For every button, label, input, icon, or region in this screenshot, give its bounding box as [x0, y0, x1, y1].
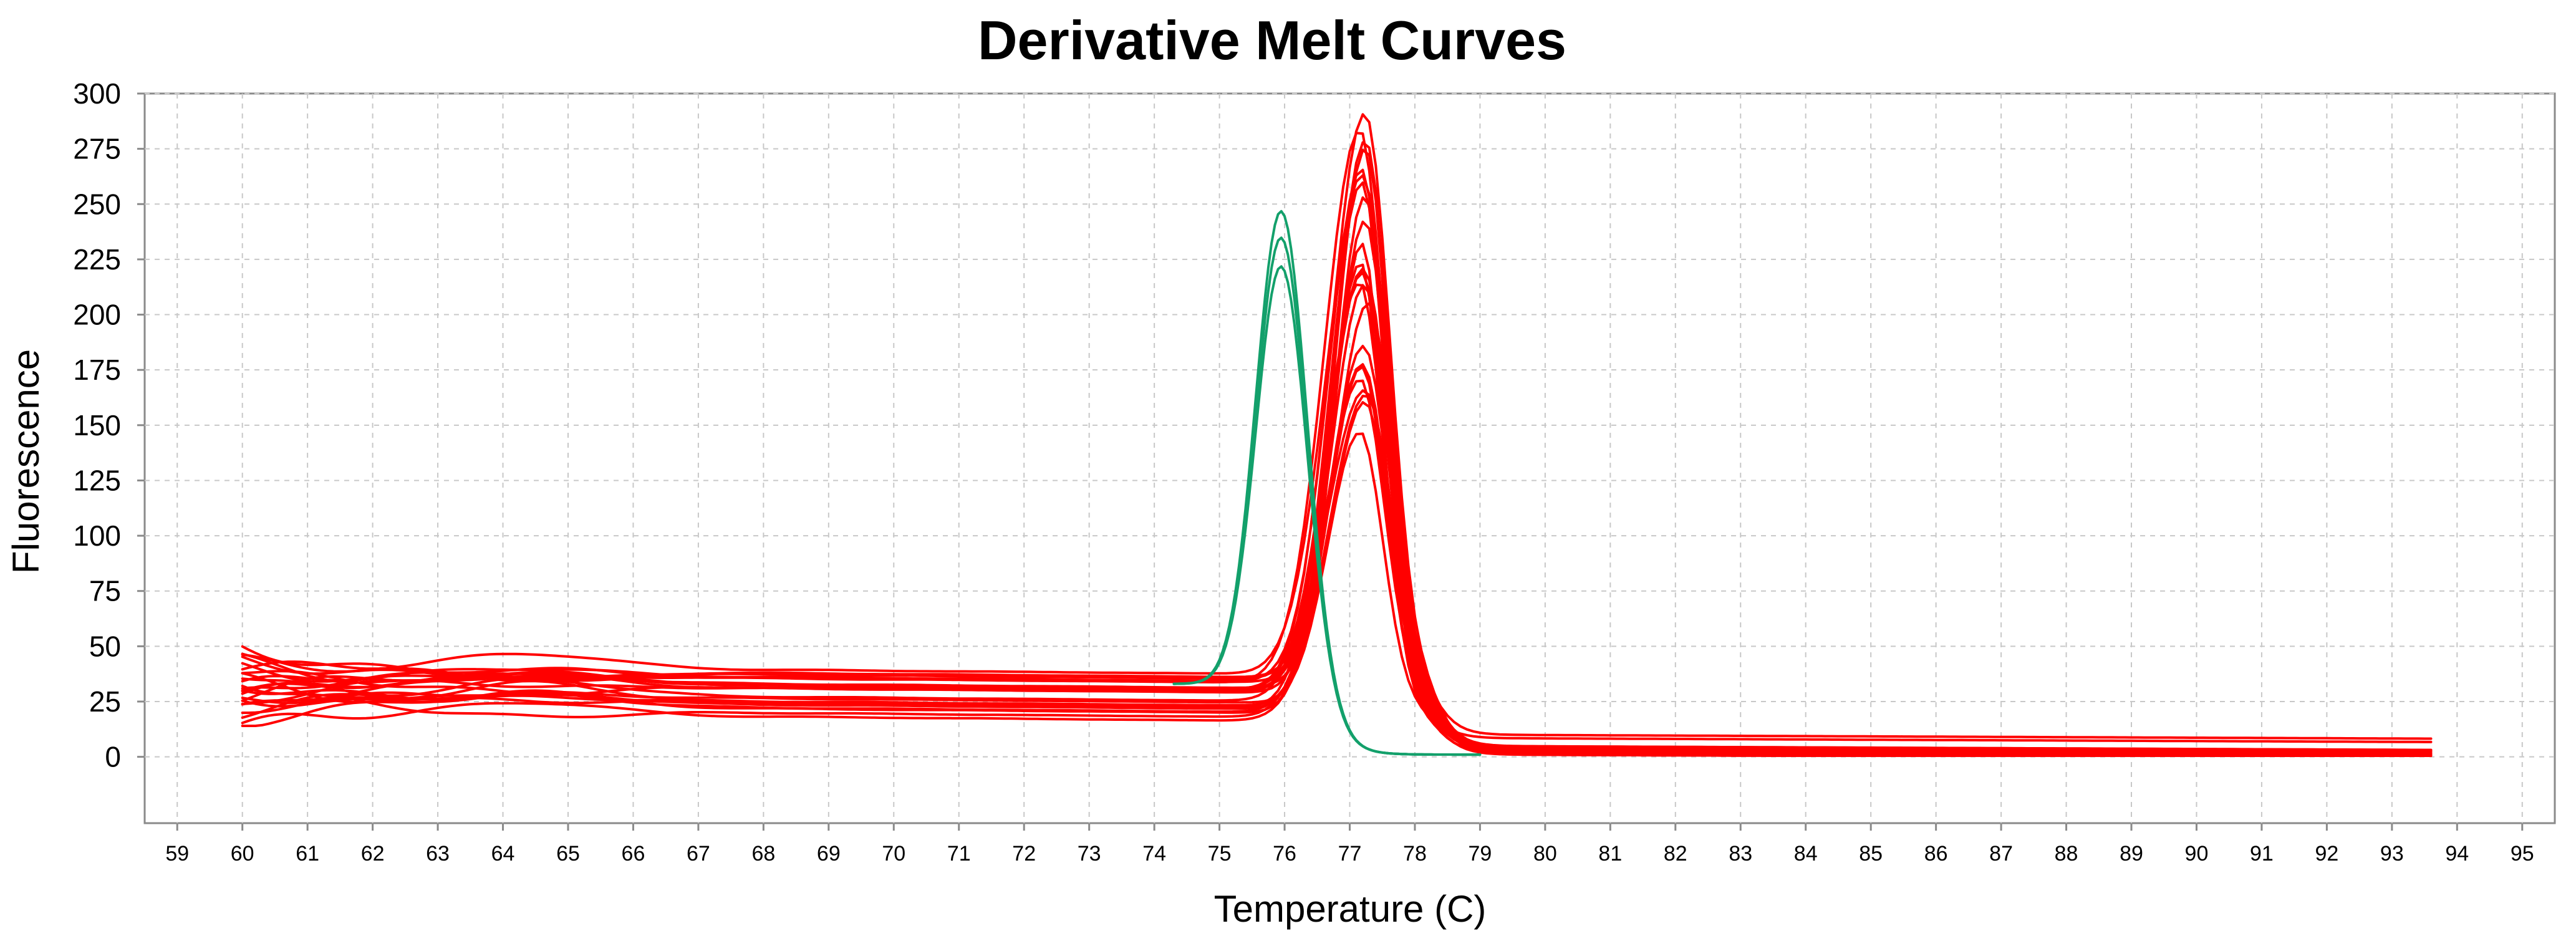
- x-tick-label: 85: [1859, 842, 1883, 866]
- x-tick-label: 74: [1142, 842, 1166, 866]
- x-tick-label: 66: [622, 842, 645, 866]
- x-tick-label: 71: [947, 842, 971, 866]
- x-tick-label: 65: [556, 842, 580, 866]
- x-tick-label: 83: [1729, 842, 1752, 866]
- x-tick-label: 93: [2380, 842, 2404, 866]
- x-tick-label: 61: [296, 842, 319, 866]
- x-tick-label: 63: [426, 842, 450, 866]
- x-tick-label: 89: [2120, 842, 2143, 866]
- y-axis-ticks: 0 25 50 75 100 125 150 175 200 225 250 275 300: [73, 77, 145, 773]
- x-tick-label: 75: [1208, 842, 1232, 866]
- y-tick-label: 100: [73, 519, 121, 552]
- red-series-line: [241, 395, 2433, 753]
- x-tick-label: 95: [2511, 842, 2534, 866]
- x-tick-label: 80: [1533, 842, 1557, 866]
- x-tick-label: 72: [1012, 842, 1036, 866]
- y-tick-label: 175: [73, 354, 121, 386]
- x-tick-label: 82: [1664, 842, 1687, 866]
- y-tick-label: 125: [73, 464, 121, 496]
- x-tick-label: 70: [882, 842, 905, 866]
- x-tick-label: 94: [2445, 842, 2469, 866]
- x-tick-label: 79: [1469, 842, 1492, 866]
- x-tick-label: 77: [1338, 842, 1362, 866]
- x-tick-label: 84: [1794, 842, 1818, 866]
- y-tick-label: 300: [73, 77, 121, 110]
- x-axis-label: Temperature (C): [1214, 888, 1487, 930]
- green-series-line: [1172, 265, 1482, 756]
- x-tick-label: 76: [1273, 842, 1296, 866]
- x-tick-label: 91: [2250, 842, 2274, 866]
- x-tick-label: 60: [231, 842, 254, 866]
- series: [241, 113, 2433, 757]
- y-tick-label: 250: [73, 188, 121, 220]
- x-tick-label: 78: [1403, 842, 1427, 866]
- x-tick-label: 68: [751, 842, 775, 866]
- y-tick-label: 25: [89, 685, 121, 718]
- x-tick-label: 59: [165, 842, 189, 866]
- x-tick-label: 69: [817, 842, 841, 866]
- x-tick-label: 64: [491, 842, 515, 866]
- y-tick-label: 75: [89, 575, 121, 607]
- x-tick-label: 86: [1924, 842, 1948, 866]
- y-tick-label: 225: [73, 243, 121, 276]
- x-tick-label: 81: [1598, 842, 1622, 866]
- x-tick-label: 67: [687, 842, 710, 866]
- x-tick-label: 92: [2315, 842, 2338, 866]
- y-tick-label: 0: [105, 741, 121, 773]
- y-axis-label: Fluorescence: [5, 349, 47, 574]
- x-tick-label: 73: [1078, 842, 1101, 866]
- y-tick-label: 200: [73, 299, 121, 331]
- x-axis-ticks: 59 60 61 62 63 64 65 66 67 68 69 70 71 72 73 74 75 76 77 78…: [165, 823, 2534, 866]
- y-tick-label: 150: [73, 409, 121, 442]
- y-tick-label: 50: [89, 630, 121, 662]
- x-tick-label: 62: [361, 842, 385, 866]
- red-series-line: [241, 432, 2433, 756]
- x-tick-label: 87: [1989, 842, 2013, 866]
- y-tick-label: 275: [73, 133, 121, 165]
- x-tick-label: 90: [2185, 842, 2209, 866]
- chart-title: Derivative Melt Curves: [978, 9, 1566, 71]
- x-tick-label: 88: [2055, 842, 2078, 866]
